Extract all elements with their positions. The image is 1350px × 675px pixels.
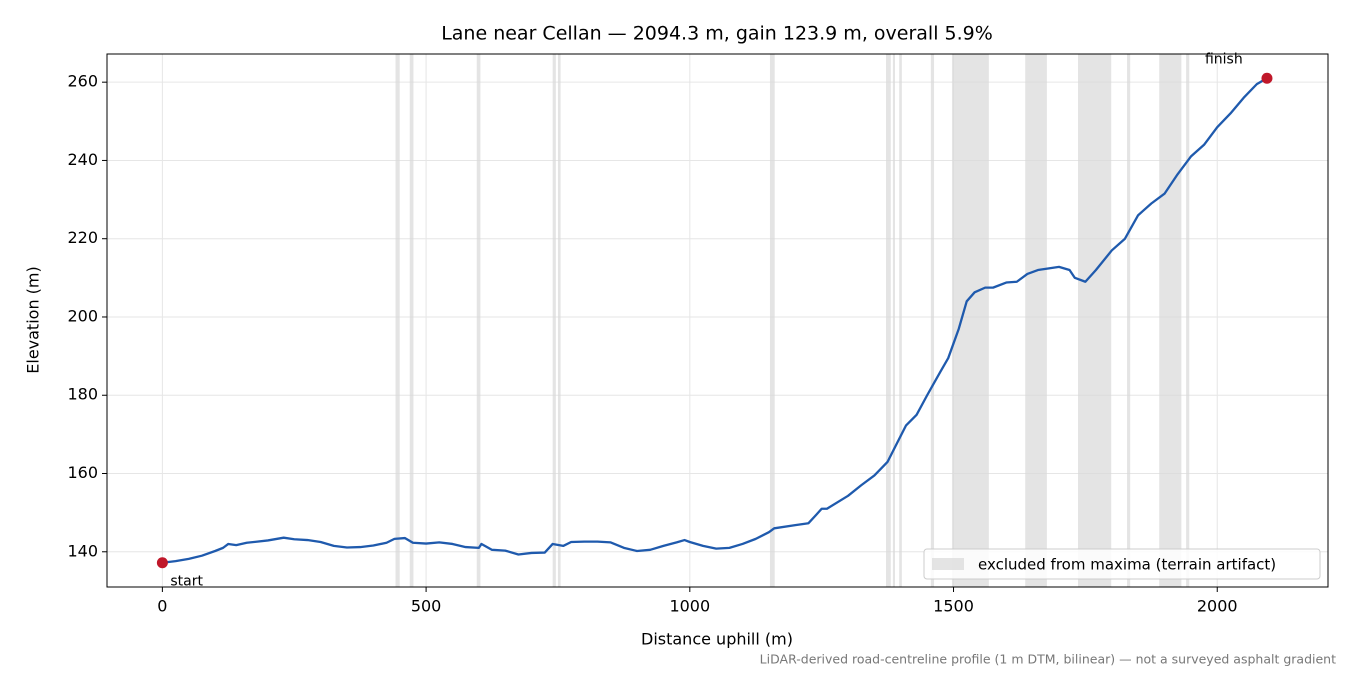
footnote: LiDAR-derived road-centreline profile (1…: [760, 652, 1336, 667]
x-tick-label: 1000: [669, 597, 710, 616]
excluded-span: [1127, 54, 1131, 587]
y-tick-label: 240: [67, 150, 98, 169]
finish-label: finish: [1205, 51, 1243, 67]
excluded-span: [476, 54, 481, 587]
y-tick-label: 260: [67, 72, 98, 91]
excluded-span: [1186, 54, 1190, 587]
chart-title: Lane near Cellan — 2094.3 m, gain 123.9 …: [441, 23, 993, 45]
excluded-span: [769, 54, 775, 587]
plot-frame: [106, 53, 1329, 588]
excluded-span: [886, 54, 891, 587]
legend-label: excluded from maxima (terrain artifact): [978, 556, 1276, 574]
excluded-span: [395, 54, 400, 587]
excluded-span: [557, 54, 561, 587]
legend-swatch: [932, 558, 964, 570]
excluded-span: [930, 54, 935, 587]
y-tick-label: 200: [67, 306, 98, 325]
y-tick-label: 160: [67, 463, 98, 482]
y-tick-label: 220: [67, 228, 98, 247]
elevation-line: [162, 77, 1268, 564]
y-axis-label: Elevation (m): [24, 266, 43, 373]
start-label: start: [170, 574, 203, 590]
excluded-span: [951, 54, 989, 587]
legend-box: [923, 548, 1321, 580]
x-tick-label: 0: [157, 597, 167, 616]
excluded-span: [899, 54, 902, 587]
excluded-span: [409, 54, 414, 587]
x-axis-label: Distance uphill (m): [641, 630, 793, 649]
x-tick-label: 1500: [933, 597, 974, 616]
x-tick-label: 500: [411, 597, 442, 616]
excluded-span: [892, 54, 895, 587]
y-tick-label: 180: [67, 385, 98, 404]
start-marker: [156, 557, 168, 569]
finish-marker: [1261, 72, 1273, 84]
excluded-span: [1077, 54, 1112, 587]
excluded-span: [1159, 54, 1182, 587]
y-tick-label: 140: [67, 541, 98, 560]
excluded-span: [1025, 54, 1047, 587]
x-tick-label: 2000: [1197, 597, 1238, 616]
excluded-span: [552, 54, 556, 587]
